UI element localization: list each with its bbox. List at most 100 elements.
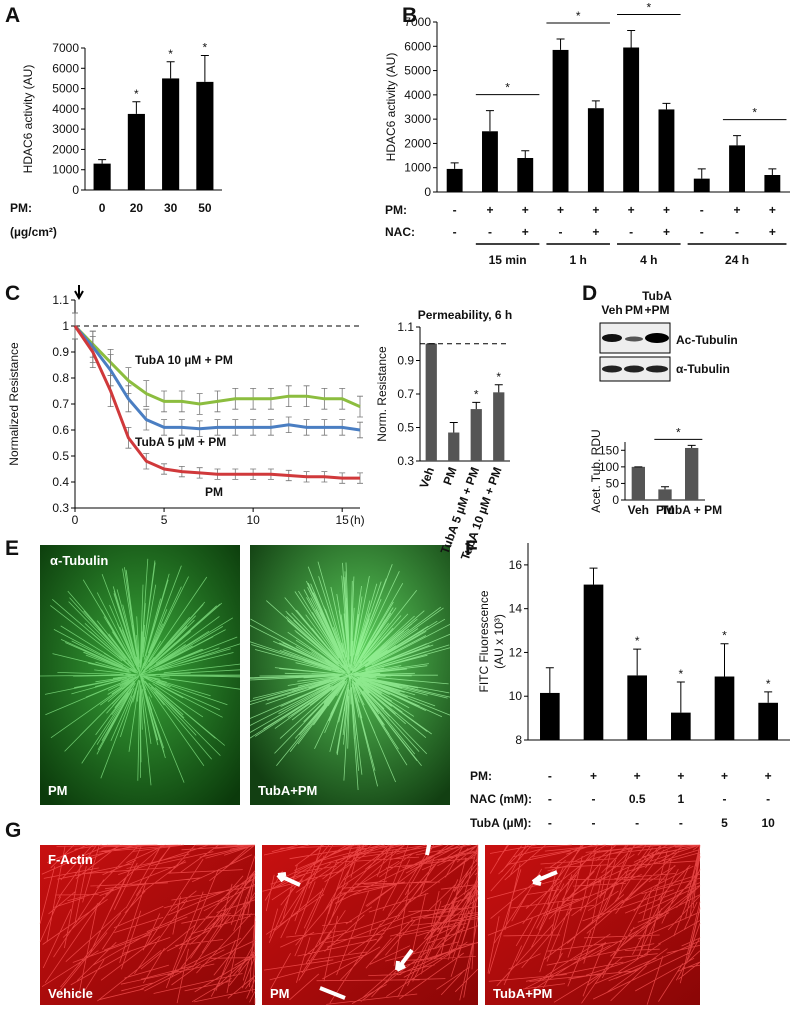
series-label: TubA 5 µM + PM — [135, 435, 226, 449]
row-value: + — [522, 225, 529, 239]
y-tick-label: 10 — [509, 689, 523, 703]
row-value: + — [769, 203, 776, 217]
error-bar — [697, 168, 706, 179]
bar — [587, 108, 604, 192]
blot-band — [602, 365, 622, 373]
row-value: - — [548, 816, 552, 830]
y-tick-label: 0 — [424, 185, 431, 199]
row-value: + — [592, 225, 599, 239]
panel-label: E — [5, 537, 19, 560]
bar — [448, 432, 460, 461]
row-label: NAC: — [385, 225, 415, 239]
row-value: + — [765, 769, 772, 783]
image-label: TubA+PM — [493, 986, 552, 1001]
row-value: + — [522, 203, 529, 217]
error-bar — [449, 421, 458, 433]
arrow — [319, 986, 346, 1000]
bar — [583, 584, 604, 740]
significance-star: * — [168, 47, 173, 61]
arrow — [276, 872, 301, 887]
row-value: + — [663, 203, 670, 217]
row-value: - — [548, 769, 552, 783]
panel-label: G — [5, 819, 21, 842]
band-label: α-Tubulin — [676, 362, 730, 376]
bar — [127, 113, 145, 190]
row-value: + — [590, 769, 597, 783]
row-value: + — [592, 203, 599, 217]
arrow — [598, 804, 614, 829]
y-tick-label: 2000 — [52, 142, 79, 156]
significance-star: * — [678, 667, 683, 681]
y-tick-label: 0 — [612, 493, 619, 507]
panel-label: F — [465, 537, 478, 560]
error-bar — [733, 135, 742, 146]
error-bar — [485, 110, 494, 132]
error-bar — [200, 55, 209, 82]
bar — [693, 178, 710, 192]
y-tick-label: 7000 — [404, 15, 431, 29]
error-bar — [591, 100, 600, 109]
row-value: + — [486, 203, 493, 217]
lane-label: PM — [625, 303, 643, 317]
x-tick-label: 20 — [130, 201, 144, 215]
y-tick-label: 1.1 — [52, 293, 69, 307]
row-value: - — [700, 225, 704, 239]
error-bar — [556, 38, 565, 50]
row-value: - — [635, 816, 639, 830]
y-axis-label: Norm. Resistance — [375, 346, 389, 442]
bracket-star: * — [752, 106, 757, 120]
error-bar — [589, 567, 598, 585]
bar — [623, 47, 640, 192]
y-tick-label: 16 — [509, 558, 523, 572]
row-label: PM: — [385, 203, 407, 217]
y-tick-label: 150 — [599, 443, 619, 457]
error-bar — [166, 61, 175, 79]
image-label: PM — [48, 783, 68, 798]
series-line — [73, 325, 360, 480]
bracket-star: * — [576, 9, 581, 23]
fibers — [39, 558, 701, 1005]
group-label: 1 h — [570, 253, 587, 267]
fiber-strokes — [39, 558, 241, 786]
blot-band — [602, 334, 622, 342]
bracket-star: * — [505, 81, 510, 95]
y-tick-label: 3000 — [52, 122, 79, 136]
error-bar — [764, 691, 773, 703]
row-label: TubA (µM): — [470, 816, 532, 830]
y-tick-label: 100 — [599, 460, 619, 474]
row-value: 5 — [721, 816, 728, 830]
chart-title: Permeability, 6 h — [418, 308, 512, 322]
group-label: 15 min — [489, 253, 527, 267]
row-value: - — [723, 792, 727, 806]
y-axis-label: (AU x 10³) — [492, 614, 506, 669]
y-tick-label: 0.3 — [397, 454, 414, 468]
bar — [162, 78, 180, 190]
image-label: TubA+PM — [258, 783, 317, 798]
x-tick-label: 30 — [164, 201, 178, 215]
error-bar — [132, 101, 141, 114]
row-value: + — [557, 203, 564, 217]
y-axis-label: FITC Fluorescence — [477, 590, 491, 692]
row-value: - — [592, 792, 596, 806]
y-tick-label: 4000 — [52, 102, 79, 116]
panel-label: A — [5, 4, 20, 27]
row-value: - — [629, 225, 633, 239]
bracket-star: * — [646, 1, 651, 15]
y-tick-label: 8 — [515, 733, 522, 747]
row-value: 0.5 — [629, 792, 646, 806]
group-label: 4 h — [640, 253, 657, 267]
arrow — [395, 948, 414, 972]
series-label: PM — [205, 485, 223, 499]
error-bar — [627, 30, 636, 48]
row-value: - — [559, 225, 563, 239]
series-label: TubA 10 µM + PM — [135, 353, 233, 367]
row-value: 1 — [677, 792, 684, 806]
lane-label: TubA — [642, 289, 672, 303]
x-row-label: PM: — [10, 201, 32, 215]
error-bar — [472, 401, 481, 410]
bar — [493, 392, 505, 461]
x-unit-label: (µg/cm²) — [10, 225, 57, 239]
error-bar — [494, 384, 503, 393]
x-tick-label: Veh — [417, 465, 437, 490]
